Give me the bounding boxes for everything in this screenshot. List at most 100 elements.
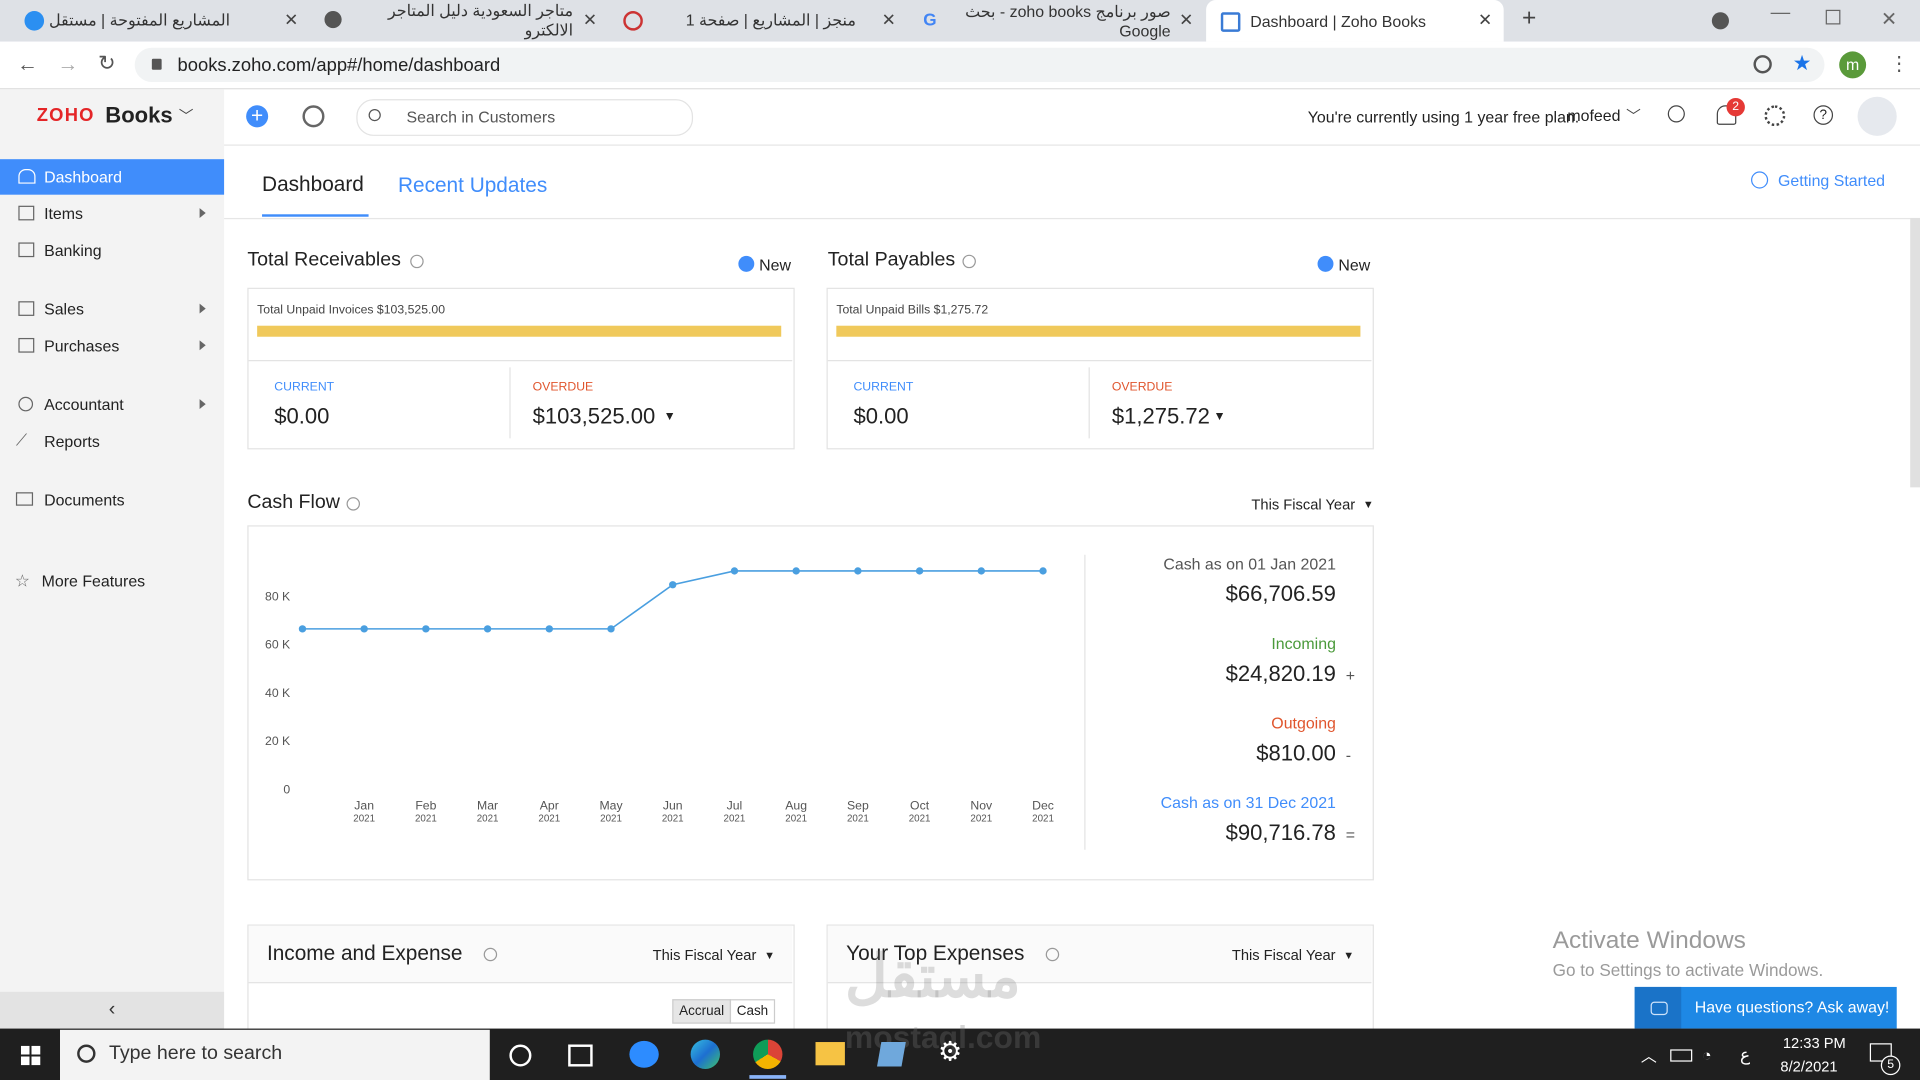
caret[interactable]: ▼ — [1213, 410, 1226, 424]
tab-title[interactable]: المشاريع المفتوحة | مستقل — [48, 11, 231, 30]
start-button[interactable] — [20, 1045, 41, 1066]
notepad-app[interactable] — [877, 1042, 906, 1067]
section-title: Total Payables — [827, 249, 956, 271]
input-lang[interactable]: ع — [1740, 1044, 1751, 1065]
tab-title[interactable]: Dashboard | Zoho Books — [1250, 11, 1427, 31]
summary-label: Incoming — [1271, 634, 1336, 653]
card — [247, 287, 795, 450]
users-icon[interactable] — [1667, 105, 1685, 123]
tabs-bar — [224, 144, 1920, 220]
overdue-amount[interactable]: $1,275.72 — [1111, 404, 1210, 429]
product-caret[interactable]: ﹀ — [178, 107, 194, 125]
nav-item[interactable]: Sales — [44, 300, 84, 319]
nav-item[interactable]: More Features — [41, 571, 146, 591]
nav-item[interactable]: Banking — [44, 241, 102, 260]
caret[interactable]: ▼ — [1343, 948, 1355, 962]
forward[interactable]: → — [57, 52, 79, 76]
caret[interactable]: ▼ — [764, 948, 776, 962]
caret[interactable]: ▼ — [663, 410, 676, 424]
new-button[interactable]: New — [759, 255, 792, 275]
point — [915, 567, 924, 575]
getting-started[interactable]: Getting Started — [1777, 171, 1886, 190]
minimize[interactable]: — — [1770, 2, 1791, 24]
task-view[interactable] — [568, 1044, 593, 1067]
help-icon[interactable]: ? — [1813, 105, 1834, 125]
quick-create[interactable]: + — [246, 105, 269, 128]
search-box[interactable] — [356, 99, 694, 136]
toggle[interactable]: Cash — [729, 999, 776, 1024]
tab-title[interactable]: صور برنامج zoho books - بحث Google — [965, 1, 1171, 40]
tab-close[interactable]: ✕ — [1477, 9, 1493, 30]
period-select[interactable]: This Fiscal Year — [1231, 946, 1336, 964]
nav-item[interactable]: Reports — [44, 432, 100, 451]
chat-text[interactable]: Have questions? Ask away! — [1694, 997, 1890, 1017]
nav-icon — [18, 205, 35, 221]
caret[interactable]: ▼ — [1362, 498, 1374, 511]
y-tick-label: 20 K — [265, 734, 291, 748]
cortana[interactable] — [509, 1044, 532, 1067]
avatar[interactable] — [1857, 96, 1897, 136]
url[interactable]: books.zoho.com/app#/home/dashboard — [177, 55, 501, 76]
sidebar-active[interactable] — [0, 159, 225, 195]
overdue-amount[interactable]: $103,525.00 — [532, 404, 656, 429]
tab-bar — [0, 0, 1920, 42]
new-button[interactable]: New — [1338, 255, 1371, 275]
explorer-app[interactable] — [815, 1042, 845, 1066]
back[interactable]: ← — [17, 52, 38, 76]
tray-arrow[interactable]: ︿ — [1640, 1046, 1657, 1066]
reload[interactable]: ↻ — [97, 51, 116, 75]
edge-app[interactable] — [690, 1039, 721, 1069]
tab-search[interactable] — [1711, 12, 1729, 30]
active-tab[interactable] — [1206, 0, 1504, 42]
tab-title[interactable]: متاجر السعودية دليل المتاجر الالكترو — [388, 1, 574, 40]
profile[interactable]: m — [1839, 51, 1867, 79]
zoom-icon[interactable] — [1753, 55, 1772, 74]
chrome-app[interactable] — [753, 1039, 783, 1069]
org-caret[interactable]: ﹀ — [1626, 107, 1641, 125]
tab-close[interactable]: ✕ — [582, 9, 598, 30]
tab-close[interactable]: ✕ — [881, 9, 897, 30]
menu[interactable]: ⋮ — [1889, 53, 1909, 75]
y-tick-label: 0 — [283, 782, 290, 796]
tab-title[interactable]: منجز | المشاريع | صفحة 1 — [685, 11, 856, 30]
tab-icon — [324, 11, 342, 29]
nav-item[interactable]: Purchases — [44, 336, 120, 356]
collapse-sidebar[interactable]: ‹ — [0, 991, 225, 1029]
nav-item[interactable]: Dashboard — [44, 167, 122, 187]
new-icon — [1317, 255, 1334, 272]
tab[interactable]: Recent Updates — [397, 173, 548, 198]
activate-text: Go to Settings to activate Windows. — [1552, 960, 1824, 980]
summary-sign: - — [1345, 745, 1352, 765]
active-indicator — [749, 1075, 787, 1079]
nav-item[interactable]: Items — [44, 204, 84, 223]
period-select[interactable]: This Fiscal Year — [1251, 495, 1356, 514]
recent-history[interactable] — [302, 105, 325, 128]
nav-item[interactable]: Accountant — [44, 395, 124, 414]
bookmark-star[interactable]: ★ — [1792, 51, 1812, 75]
settings-app[interactable]: ⚙ — [937, 1035, 963, 1067]
tab[interactable]: Dashboard — [262, 172, 364, 196]
clock-time[interactable]: 12:33 PM — [1782, 1034, 1846, 1052]
settings-icon[interactable] — [1764, 105, 1786, 127]
info-icon — [483, 947, 498, 962]
point — [669, 581, 677, 589]
omnibox[interactable] — [134, 47, 1825, 83]
clock-date[interactable]: 8/2/2021 — [1780, 1057, 1838, 1076]
org-name[interactable]: mofeed — [1567, 106, 1621, 125]
tab-close[interactable]: ✕ — [1179, 9, 1194, 30]
period-select[interactable]: This Fiscal Year — [652, 946, 757, 964]
taskbar-search-text[interactable]: Type here to search — [108, 1043, 283, 1065]
site-watermark: mostaql.com — [844, 1018, 1042, 1056]
product-name[interactable]: Books — [105, 102, 173, 128]
search-placeholder[interactable]: Search in Customers — [406, 107, 556, 127]
tab-close[interactable]: ✕ — [284, 9, 299, 30]
restore[interactable] — [1825, 9, 1841, 25]
nav-item[interactable]: Documents — [44, 491, 125, 510]
taskbar-search[interactable] — [60, 1029, 490, 1080]
summary-value: $24,820.19 — [1225, 661, 1336, 686]
close-window[interactable]: ✕ — [1880, 9, 1898, 31]
summary-value: $810.00 — [1256, 740, 1336, 766]
zoom-app[interactable] — [629, 1040, 659, 1068]
toggle-active[interactable]: Accrual — [672, 999, 732, 1024]
new-tab[interactable]: + — [1522, 4, 1537, 32]
